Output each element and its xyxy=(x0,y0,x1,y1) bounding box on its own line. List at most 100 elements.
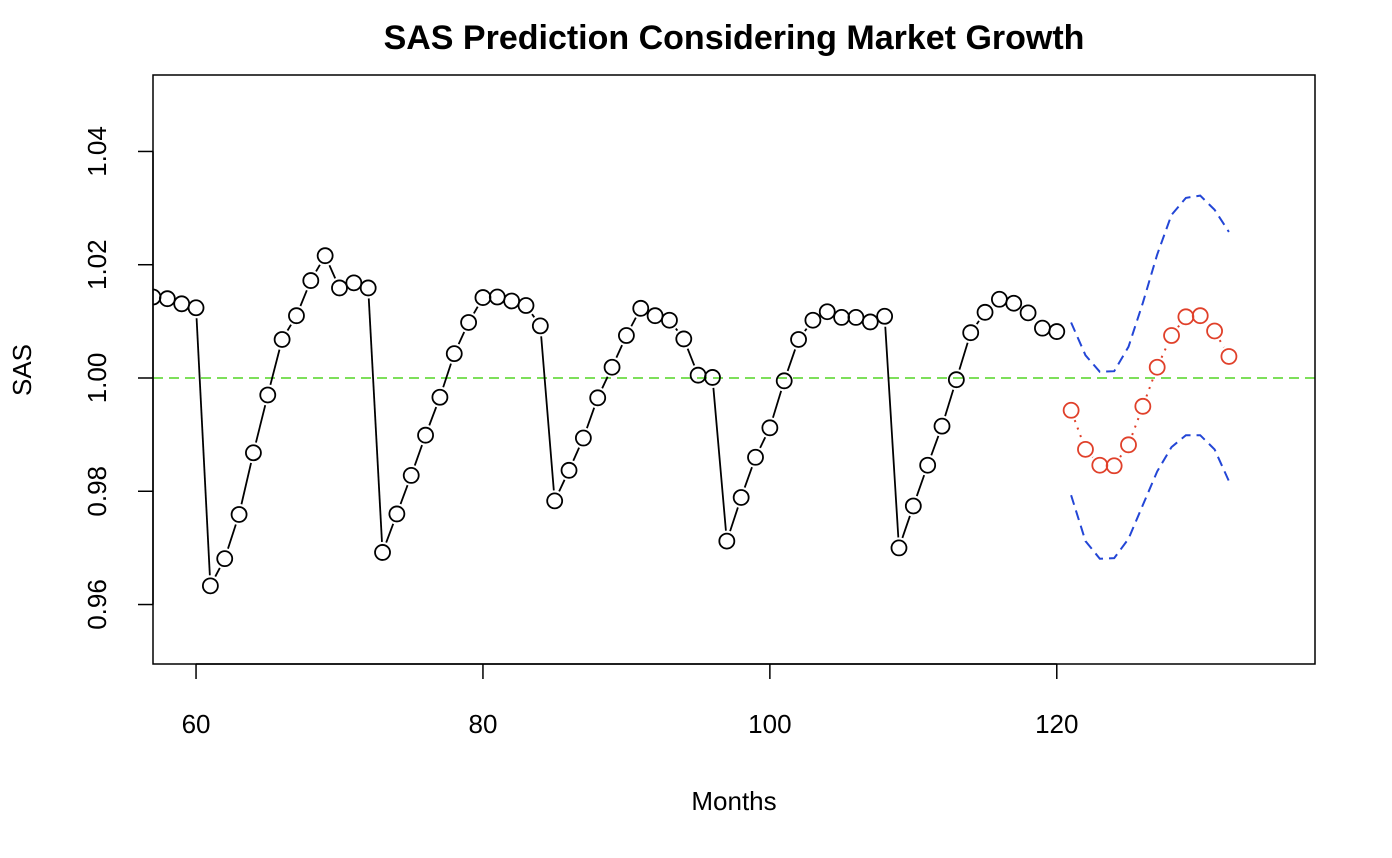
data-point xyxy=(1220,348,1238,365)
data-point xyxy=(675,330,693,348)
data-point xyxy=(546,492,564,510)
series-0-segment xyxy=(930,435,940,456)
data-point xyxy=(488,288,506,306)
data-point xyxy=(947,371,965,389)
data-point xyxy=(990,290,1008,308)
data-point xyxy=(445,345,463,363)
series-0-segment xyxy=(385,523,395,543)
data-point xyxy=(374,544,391,561)
data-point xyxy=(1034,319,1051,337)
data-point xyxy=(173,295,191,313)
x-tick-label: 60 xyxy=(182,709,211,739)
series-1-segment xyxy=(1160,344,1169,359)
data-point xyxy=(775,372,793,390)
data-point xyxy=(1005,294,1023,312)
series-0-segment xyxy=(399,484,409,505)
data-point xyxy=(833,308,850,326)
y-axis-label: SAS xyxy=(7,344,37,396)
series-1-segment xyxy=(1177,324,1181,328)
data-point xyxy=(1148,358,1166,376)
series-0-segment xyxy=(586,407,596,429)
data-point xyxy=(890,539,908,557)
data-point xyxy=(216,550,234,568)
series-1-segment xyxy=(1131,415,1141,436)
series-0-segment xyxy=(601,376,609,389)
data-point xyxy=(1191,307,1209,325)
data-point xyxy=(732,489,750,506)
data-point xyxy=(1177,308,1195,326)
y-tick-label: 1.00 xyxy=(82,353,112,404)
data-point xyxy=(388,505,406,523)
series-0-segment xyxy=(615,344,623,359)
series-0-segment xyxy=(442,363,452,388)
data-point xyxy=(560,461,578,479)
series-0-segment xyxy=(675,328,679,332)
series-0-segment xyxy=(884,326,900,538)
x-tick-label: 100 xyxy=(748,709,791,739)
plot-clip-group xyxy=(153,194,1315,595)
data-point xyxy=(1019,304,1037,322)
series-0 xyxy=(153,247,1066,595)
data-point xyxy=(431,388,449,406)
data-point xyxy=(847,308,865,326)
series-0-segment xyxy=(286,324,292,331)
series-0-segment xyxy=(240,462,252,505)
data-point xyxy=(962,324,980,342)
data-point xyxy=(273,331,291,348)
chart-title: SAS Prediction Considering Market Growth xyxy=(384,19,1085,57)
data-point xyxy=(402,467,420,484)
data-point xyxy=(259,386,277,404)
x-tick-label: 80 xyxy=(468,709,497,739)
data-point xyxy=(417,426,434,444)
series-1-segment xyxy=(1218,339,1225,348)
data-point xyxy=(1062,401,1080,419)
data-point xyxy=(818,303,836,321)
data-point xyxy=(933,417,951,435)
series-0-segment xyxy=(531,313,536,318)
y-tick-label: 0.98 xyxy=(82,466,112,517)
data-point xyxy=(1091,456,1109,474)
data-point xyxy=(331,279,348,297)
series-2-line xyxy=(1070,194,1230,373)
y-tick-label: 1.04 xyxy=(82,126,112,177)
data-point xyxy=(574,429,592,447)
data-point xyxy=(632,299,650,317)
data-point xyxy=(245,444,262,462)
series-0-segment xyxy=(786,349,796,372)
data-point xyxy=(790,331,807,348)
series-1-segment xyxy=(1073,419,1083,440)
data-point xyxy=(503,292,521,310)
data-point xyxy=(1163,327,1180,344)
data-point xyxy=(460,314,478,331)
data-point xyxy=(1120,436,1137,454)
data-point xyxy=(316,247,334,265)
series-0-segment xyxy=(804,328,808,332)
data-point xyxy=(589,389,607,407)
data-point xyxy=(804,311,822,329)
series-1-segment xyxy=(1145,376,1155,397)
data-point xyxy=(531,317,549,335)
series-3 xyxy=(1070,434,1230,560)
series-0-segment xyxy=(958,342,969,370)
series-0-segment xyxy=(915,474,926,497)
y-tick-label: 1.02 xyxy=(82,239,112,290)
series-0-segment xyxy=(572,447,580,462)
series-0-segment xyxy=(195,318,211,576)
data-point xyxy=(158,290,176,308)
x-axis-label: Months xyxy=(691,786,776,816)
series-0-segment xyxy=(630,317,637,327)
y-tick-label: 0.96 xyxy=(82,579,112,630)
data-point xyxy=(1206,322,1223,340)
data-point xyxy=(761,419,779,437)
series-0-segment xyxy=(901,515,911,539)
data-point xyxy=(919,456,937,474)
series-0-segment xyxy=(255,404,267,443)
data-point xyxy=(1048,323,1066,340)
series-0-segment xyxy=(558,479,566,492)
series-3-line xyxy=(1070,434,1230,560)
data-point xyxy=(646,307,664,325)
series-0-segment xyxy=(214,567,221,577)
series-0-segment xyxy=(315,264,321,272)
data-point xyxy=(1134,397,1152,415)
